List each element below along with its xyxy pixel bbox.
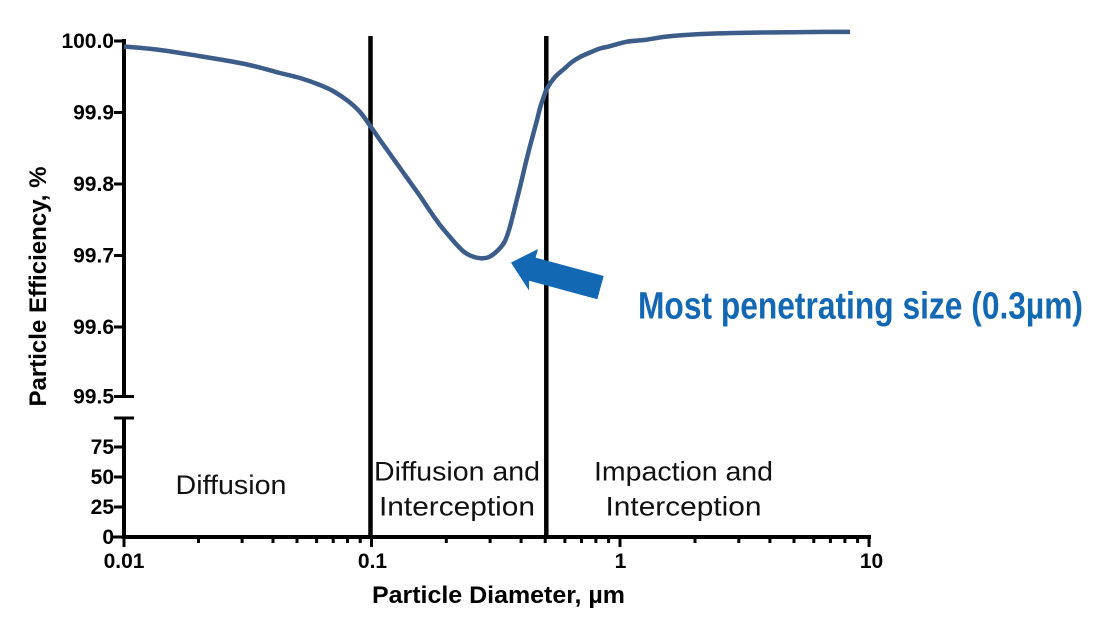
svg-text:Particle Diameter, µm: Particle Diameter, µm: [372, 582, 625, 609]
svg-text:0: 0: [102, 526, 114, 549]
svg-text:Diffusion and: Diffusion and: [374, 457, 540, 487]
svg-text:0.01: 0.01: [104, 550, 145, 573]
svg-text:99.7: 99.7: [73, 245, 114, 268]
svg-text:Interception: Interception: [379, 492, 535, 522]
svg-text:Diffusion: Diffusion: [176, 470, 287, 500]
svg-text:0.1: 0.1: [358, 550, 388, 573]
svg-text:10: 10: [860, 550, 883, 573]
svg-text:99.6: 99.6: [73, 316, 114, 339]
svg-text:100.0: 100.0: [61, 30, 114, 53]
svg-text:1: 1: [615, 550, 627, 573]
svg-text:75: 75: [91, 436, 115, 459]
svg-text:Impaction and: Impaction and: [594, 457, 773, 487]
svg-text:Interception: Interception: [606, 492, 762, 522]
svg-text:50: 50: [91, 466, 114, 489]
svg-text:99.9: 99.9: [73, 102, 114, 125]
svg-text:25: 25: [91, 496, 115, 519]
svg-text:Most penetrating size (0.3µm): Most penetrating size (0.3µm): [638, 286, 1083, 328]
svg-text:99.8: 99.8: [73, 173, 114, 196]
svg-text:99.5: 99.5: [73, 386, 114, 409]
svg-text:Particle Efficiency, %: Particle Efficiency, %: [25, 167, 52, 407]
